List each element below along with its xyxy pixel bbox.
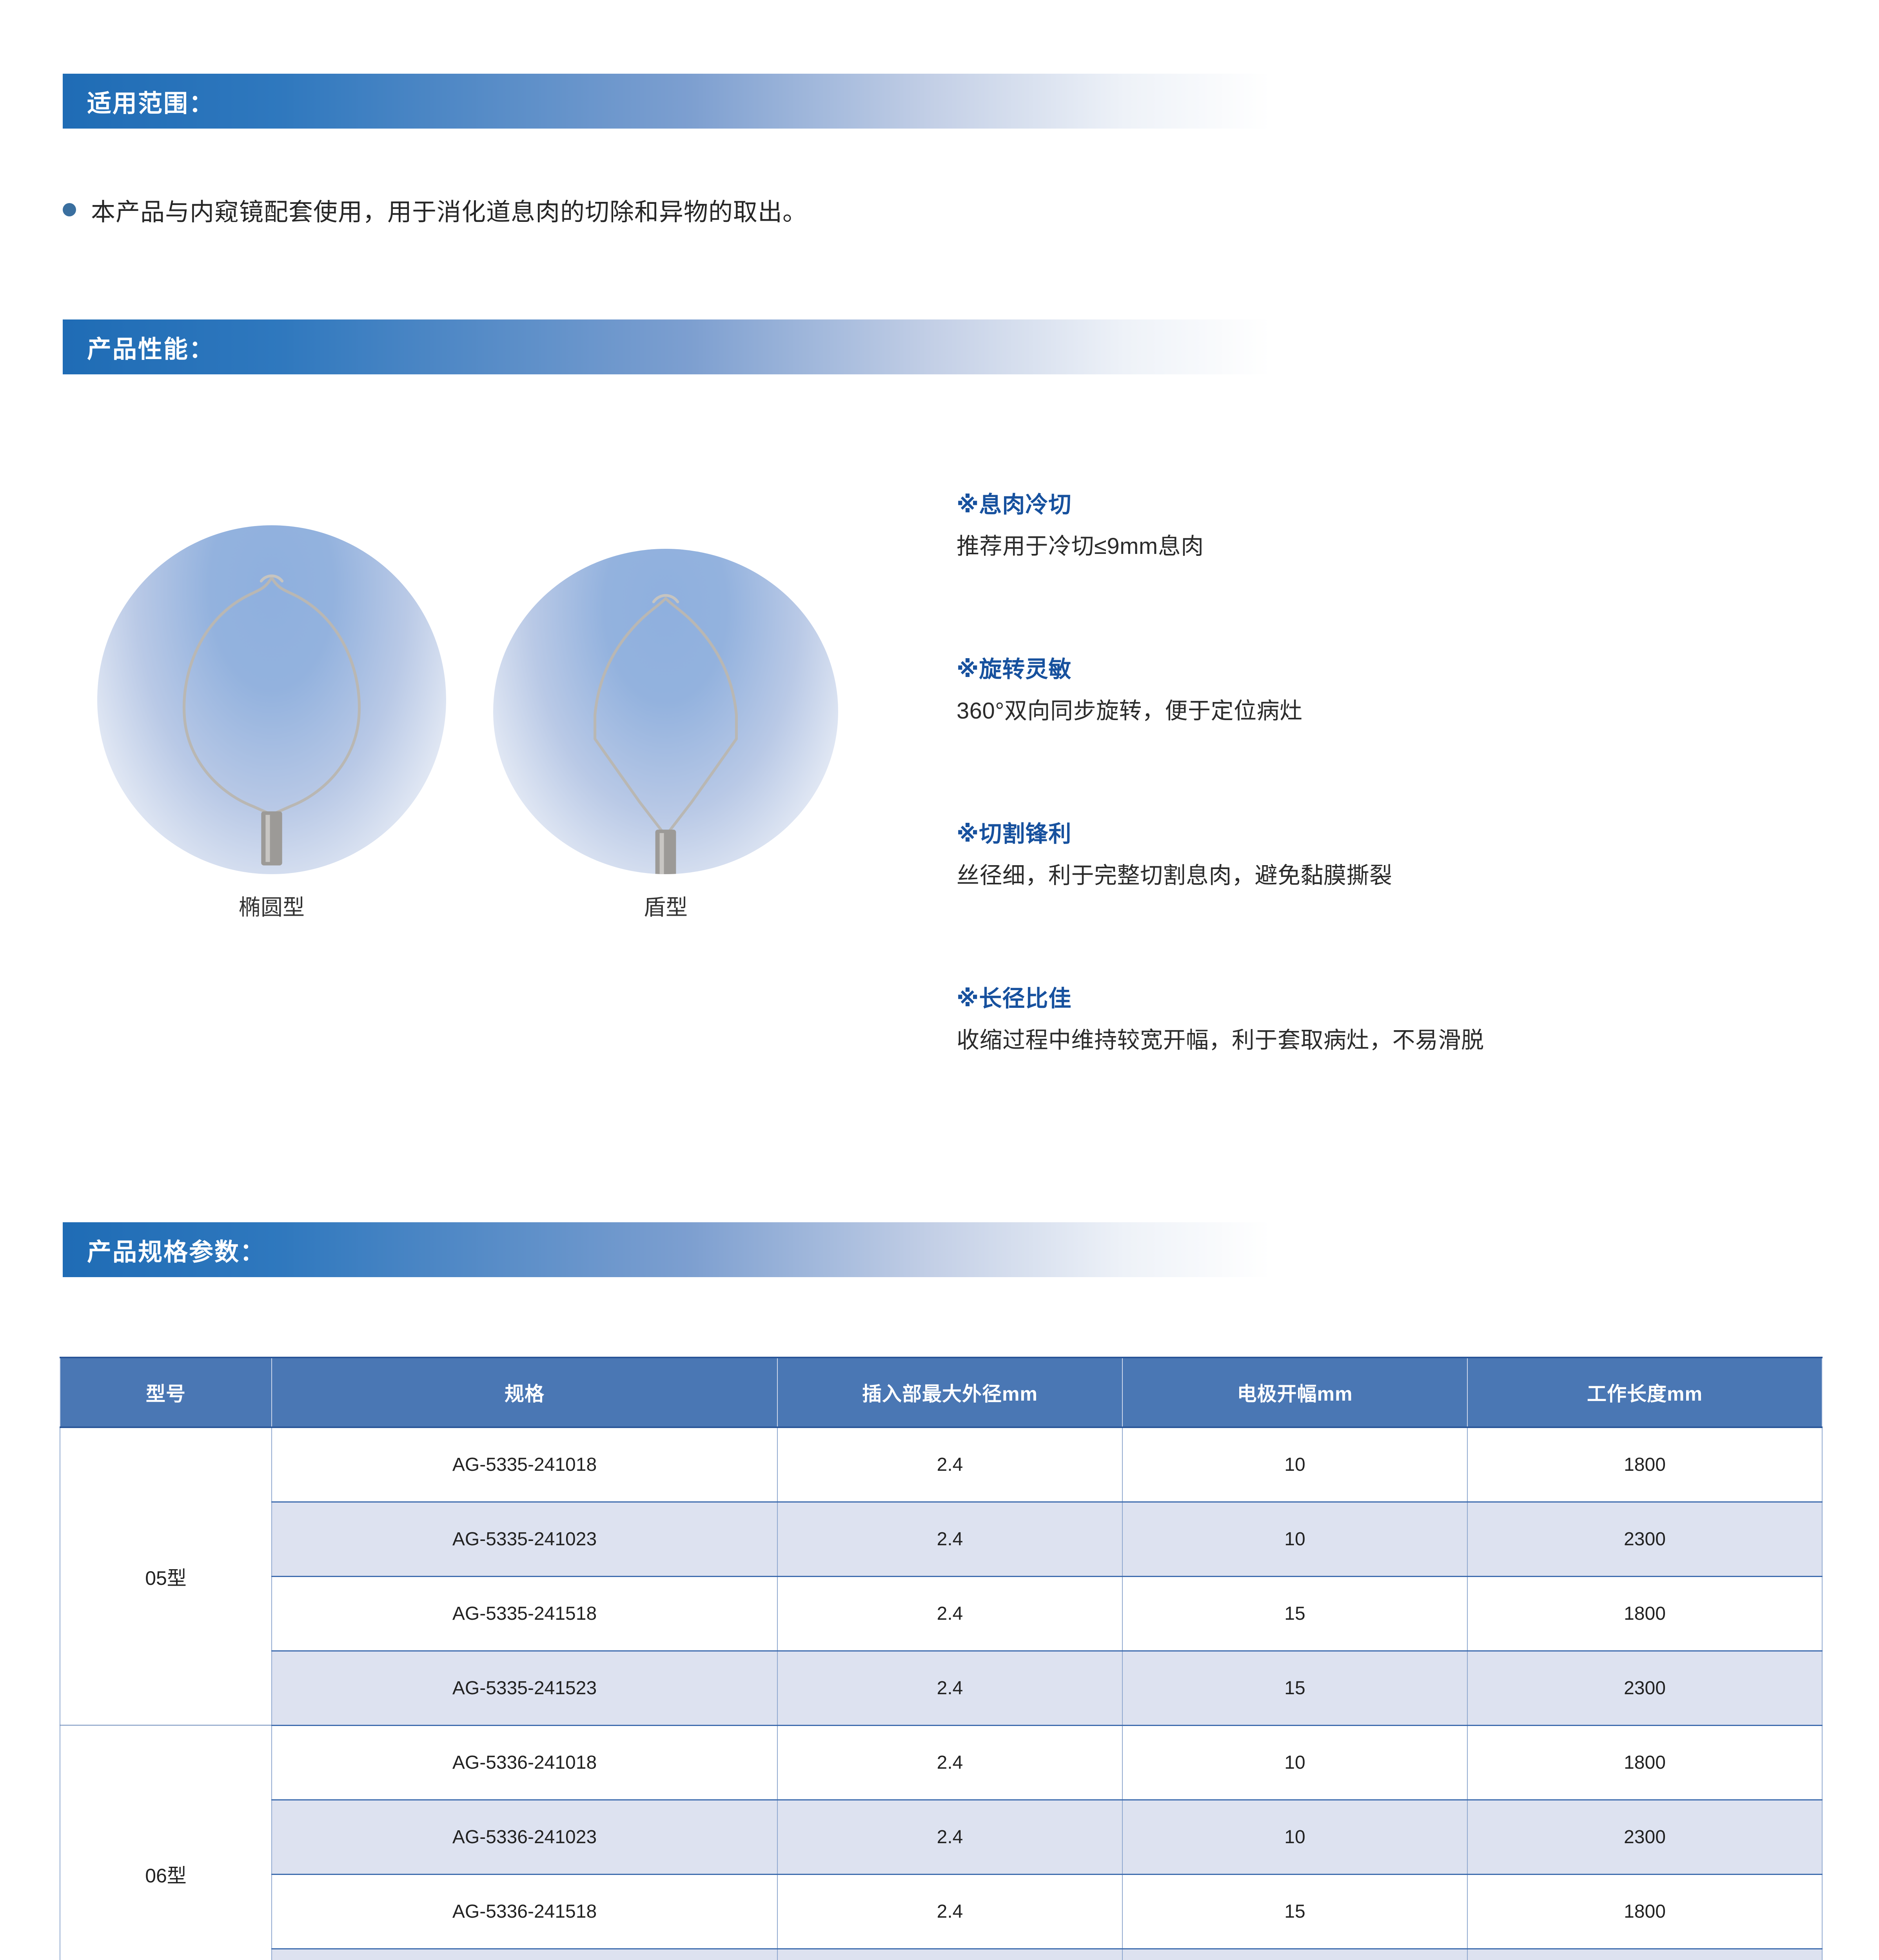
cell-outer-diameter: 2.4 xyxy=(777,1427,1123,1503)
cell-electrode-width: 15 xyxy=(1122,1948,1468,1960)
cell-working-length: 1800 xyxy=(1467,1575,1823,1651)
table-row: 06型 AG-5336-241018 2.4 10 1800 xyxy=(60,1724,1823,1960)
section-title-scope: 适用范围： xyxy=(87,90,215,117)
cell-electrode-width: 15 xyxy=(1122,1575,1468,1651)
table-row: AG-5335-241518 2.4 15 1800 xyxy=(60,1575,1823,1651)
cell-working-length: 2300 xyxy=(1467,1799,1823,1875)
feature-item-cold-cut: ※息肉冷切 推荐用于冷切≤9mm息肉 xyxy=(957,486,1858,561)
cell-spec: AG-5336-241018 xyxy=(271,1724,778,1800)
cell-spec: AG-5335-241523 xyxy=(271,1650,778,1726)
cell-electrode-width: 10 xyxy=(1122,1799,1468,1875)
col-header-outer-diameter: 插入部最大外径mm xyxy=(777,1357,1123,1428)
feature-item-rotation: ※旋转灵敏 360°双向同步旋转，便于定位病灶 xyxy=(957,651,1858,725)
cell-spec: AG-5336-241023 xyxy=(271,1799,778,1875)
section-bar-performance: 产品性能： xyxy=(63,319,1270,374)
cell-electrode-width: 10 xyxy=(1122,1501,1468,1577)
cell-working-length: 2300 xyxy=(1467,1948,1823,1960)
col-header-model: 型号 xyxy=(60,1357,272,1428)
cell-outer-diameter: 2.4 xyxy=(777,1501,1123,1577)
cell-model-group: 06型 xyxy=(60,1725,272,1960)
table-header-row: 型号 规格 插入部最大外径mm 电极开幅mm 工作长度mm xyxy=(60,1357,1823,1428)
cell-outer-diameter: 2.4 xyxy=(777,1575,1123,1651)
section-bar-scope: 适用范围： xyxy=(63,74,1270,129)
product-image-oval: 椭圆型 xyxy=(97,525,446,920)
feature-desc-sharp-cut: 丝径细，利于完整切割息肉，避免黏膜撕裂 xyxy=(957,863,1392,888)
product-caption-shield: 盾型 xyxy=(644,895,688,920)
table-row: AG-5335-241023 2.4 10 2300 xyxy=(60,1501,1823,1577)
col-header-electrode-width: 电极开幅mm xyxy=(1122,1357,1468,1428)
cell-spec: AG-5335-241018 xyxy=(271,1427,778,1503)
feature-title-cold-cut: ※息肉冷切 xyxy=(957,492,1072,517)
cell-electrode-width: 10 xyxy=(1122,1427,1468,1503)
section-title-specs: 产品规格参数： xyxy=(87,1239,266,1266)
section-title-performance: 产品性能： xyxy=(87,336,215,363)
product-caption-oval: 椭圆型 xyxy=(239,895,305,920)
feature-desc-cold-cut: 推荐用于冷切≤9mm息肉 xyxy=(957,534,1204,559)
cell-outer-diameter: 2.4 xyxy=(777,1873,1123,1949)
table-row: AG-5336-241518 2.4 15 1800 xyxy=(60,1873,1823,1949)
col-header-working-length: 工作长度mm xyxy=(1467,1357,1823,1428)
scope-bullet-item: 本产品与内窥镜配套使用，用于消化道息肉的切除和异物的取出。 xyxy=(63,192,807,227)
cell-working-length: 2300 xyxy=(1467,1650,1823,1726)
scope-bullet-text: 本产品与内窥镜配套使用，用于消化道息肉的切除和异物的取出。 xyxy=(91,199,808,226)
table-row: AG-5336-241023 2.4 10 2300 xyxy=(60,1799,1823,1875)
spec-table-body: 05型 AG-5335-241018 2.4 10 1800 AG-5335-241023… xyxy=(60,1427,1823,1960)
cell-outer-diameter: 2.4 xyxy=(777,1948,1123,1960)
feature-item-aspect-ratio: ※长径比佳 收缩过程中维持较宽开幅，利于套取病灶，不易滑脱 xyxy=(957,980,1858,1054)
feature-desc-aspect-ratio: 收缩过程中维持较宽开幅，利于套取病灶，不易滑脱 xyxy=(957,1027,1484,1053)
table-row: AG-5335-241523 2.4 15 2300 xyxy=(60,1650,1823,1726)
cell-electrode-width: 10 xyxy=(1122,1724,1468,1800)
cell-outer-diameter: 2.4 xyxy=(777,1724,1123,1800)
cell-electrode-width: 15 xyxy=(1122,1650,1468,1726)
feature-title-rotation: ※旋转灵敏 xyxy=(957,657,1072,682)
shield-snare-illustration xyxy=(493,549,838,874)
cell-spec: AG-5335-241518 xyxy=(271,1575,778,1651)
cell-spec: AG-5336-241518 xyxy=(271,1873,778,1949)
cell-working-length: 1800 xyxy=(1467,1427,1823,1503)
table-row: 05型 AG-5335-241018 2.4 10 1800 xyxy=(60,1427,1823,1726)
spec-table: 型号 规格 插入部最大外径mm 电极开幅mm 工作长度mm 05型 AG-5335… xyxy=(60,1357,1823,1960)
cell-working-length: 1800 xyxy=(1467,1873,1823,1949)
cell-working-length: 2300 xyxy=(1467,1501,1823,1577)
bullet-dot-icon xyxy=(63,203,76,216)
shield-snare-icon xyxy=(594,594,738,874)
feature-title-sharp-cut: ※切割锋利 xyxy=(957,821,1072,847)
cell-spec: AG-5335-241023 xyxy=(271,1501,778,1577)
feature-desc-rotation: 360°双向同步旋转，便于定位病灶 xyxy=(957,698,1303,724)
cell-working-length: 1800 xyxy=(1467,1724,1823,1800)
cell-model-group: 05型 xyxy=(60,1427,272,1726)
feature-title-aspect-ratio: ※长径比佳 xyxy=(957,986,1072,1011)
cell-outer-diameter: 2.4 xyxy=(777,1799,1123,1875)
section-bar-specs: 产品规格参数： xyxy=(63,1222,1270,1277)
product-image-shield: 盾型 xyxy=(493,549,838,920)
feature-item-sharp-cut: ※切割锋利 丝径细，利于完整切割息肉，避免黏膜撕裂 xyxy=(957,815,1858,890)
oval-snare-illustration xyxy=(97,525,446,874)
cell-outer-diameter: 2.4 xyxy=(777,1650,1123,1726)
oval-snare-icon xyxy=(183,574,361,866)
col-header-spec: 规格 xyxy=(271,1357,778,1428)
cell-electrode-width: 15 xyxy=(1122,1873,1468,1949)
cell-spec: AG-5336-241523 xyxy=(271,1948,778,1960)
